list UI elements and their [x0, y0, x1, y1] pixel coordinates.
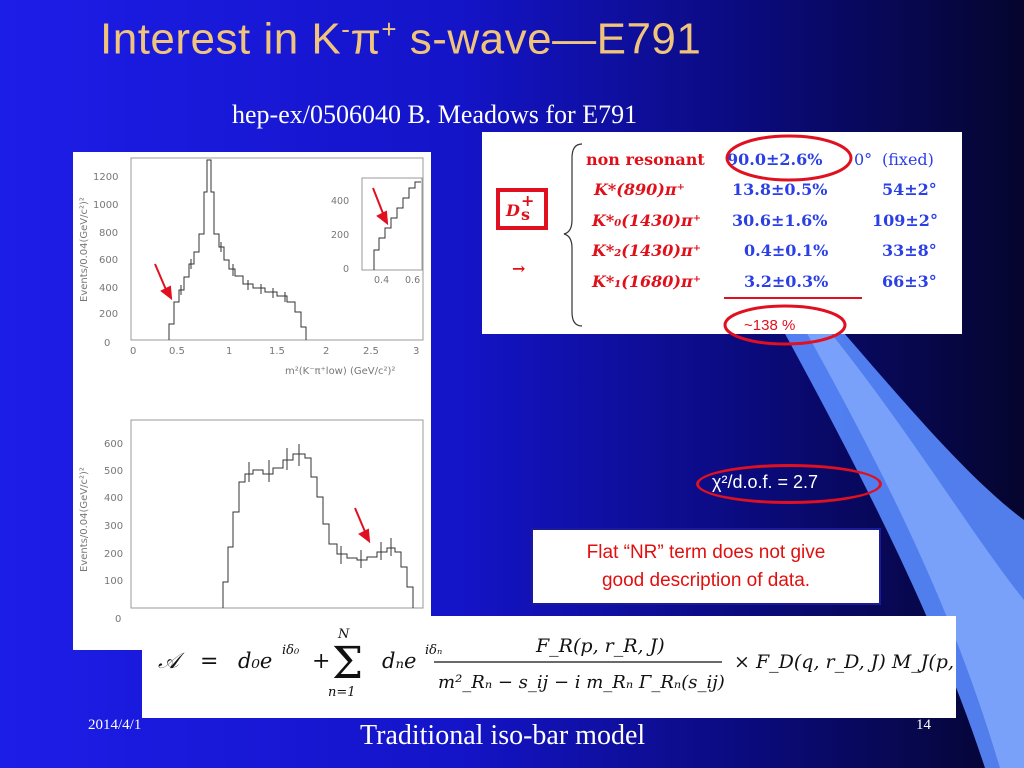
- note-line-1: Flat “NR” term does not give: [586, 542, 826, 563]
- top-y-tick: 1200: [93, 172, 118, 183]
- top-x-tick: 1.5: [269, 346, 285, 357]
- row-fraction: 0.4±0.1%: [744, 241, 828, 260]
- meson-label: D: [505, 201, 520, 220]
- arrow-annotation: [154, 187, 389, 301]
- top-y-tick: 1000: [93, 200, 118, 211]
- row-name: K*₁(1680)π⁺: [591, 272, 701, 291]
- row-fraction: 13.8±0.5%: [732, 180, 827, 199]
- formula-numerator: F_R(p, r_R, J): [535, 635, 665, 657]
- inset-y-tick: 200: [331, 230, 349, 241]
- inset-y-tick: 400: [331, 196, 349, 207]
- sum-label: ~138 %: [744, 317, 795, 334]
- formula-denominator: m²_Rₙ − s_ij − i m_Rₙ Γ_Rₙ(s_ij): [438, 672, 725, 693]
- row-name: K*(890)π⁺: [593, 180, 685, 199]
- inset-y-tick: 0: [343, 264, 349, 275]
- top-histogram-curve: [168, 159, 307, 340]
- note-line-2: good description of data.: [601, 570, 811, 591]
- bottom-y-tick: 500: [104, 466, 123, 477]
- formula-eq: =: [200, 649, 218, 674]
- inset-x-tick: 0.6: [405, 275, 420, 286]
- chi2-value: χ²/d.o.f. = 2.7: [712, 472, 819, 492]
- top-y-label: Events/0.04(GeV/c²)²: [79, 197, 90, 302]
- formula-amp: 𝒜: [158, 649, 185, 674]
- row-fraction: 3.2±0.3%: [744, 272, 828, 291]
- inset-x-tick: 0.4: [374, 275, 389, 286]
- row-fraction: 30.6±1.6%: [732, 211, 827, 230]
- formula-dn: dₙe: [382, 649, 416, 673]
- top-x-tick: 1: [226, 346, 232, 357]
- bottom-y-tick: 400: [104, 493, 123, 504]
- highlight-sum-oval: [723, 304, 847, 346]
- formula-tail: × F_D(q, r_D, J) M_J(p, q): [734, 651, 956, 673]
- top-y-tick: 400: [99, 283, 118, 294]
- row-phase: 54±2°: [882, 180, 937, 199]
- note-box: Flat “NR” term does not give good descri…: [531, 528, 881, 605]
- row-phase: 66±3°: [882, 272, 937, 291]
- meson-sup: +: [521, 191, 534, 210]
- bottom-histogram-curve: [222, 453, 414, 608]
- row-phase: 109±2°: [872, 211, 938, 230]
- row-name: K*₀(1430)π⁺: [591, 211, 701, 230]
- fit-results-table: D s + → non resonant 90.0±2.6% 0° (fixed…: [482, 132, 962, 334]
- highlight-chi2-oval: [696, 464, 882, 504]
- bottom-y-tick: 200: [104, 549, 123, 560]
- amplitude-formula: 𝒜 = d₀e iδ₀ + Σ N n=1 dₙe iδₙ F_R(p, r_R…: [142, 616, 980, 718]
- formula-plus: +: [312, 649, 330, 674]
- top-y-tick: 0: [104, 338, 110, 349]
- formula-sum-upper: N: [337, 627, 350, 642]
- top-x-tick: 3: [413, 346, 419, 357]
- row-fraction: 90.0±2.6%: [727, 150, 822, 169]
- footer-caption: Traditional iso-bar model: [360, 720, 646, 751]
- row-phase: 33±8°: [882, 241, 937, 260]
- bottom-y-label: Events/0.04(GeV/c²)²: [79, 467, 90, 572]
- top-x-label: m²(K⁻π⁺low) (GeV/c²)²: [285, 366, 395, 377]
- page-number: 14: [916, 717, 931, 733]
- bottom-y-tick: 300: [104, 521, 123, 532]
- bottom-y-tick: 100: [104, 576, 123, 587]
- top-x-tick: 2: [323, 346, 329, 357]
- page-subtitle: hep-ex/0506040 B. Meadows for E791: [232, 100, 638, 129]
- formula-d0: d₀e: [238, 649, 272, 673]
- formula-sum-lower: n=1: [328, 685, 356, 700]
- row-note: (fixed): [882, 150, 934, 169]
- arrow-annotation: [354, 507, 371, 544]
- formula-sum: Σ: [332, 638, 363, 689]
- footer-date: 2014/4/1: [88, 717, 142, 733]
- formula-d0-exp: iδ₀: [282, 643, 300, 658]
- histograms: Events/0.04(GeV/c²)² 0 200 400 600 800 1…: [79, 157, 424, 625]
- row-name: K*₂(1430)π⁺: [591, 241, 701, 260]
- bottom-y-tick: 0: [115, 614, 121, 625]
- decay-arrow: →: [512, 259, 525, 278]
- highlight-nr-oval: [725, 134, 853, 182]
- top-x-tick: 0: [130, 346, 136, 357]
- page-title: Interest in K-π+ s-wave—E791: [100, 14, 702, 64]
- bottom-y-tick: 600: [104, 439, 123, 450]
- top-y-tick: 600: [99, 255, 118, 266]
- top-x-tick: 0.5: [169, 346, 185, 357]
- meson-sub: s: [521, 205, 530, 224]
- inset-histogram-curve: [373, 181, 421, 270]
- top-x-tick: 2.5: [363, 346, 379, 357]
- top-y-tick: 800: [99, 228, 118, 239]
- histogram-panel: Events/0.04(GeV/c²)² 0 200 400 600 800 1…: [73, 152, 431, 650]
- row-phase: 0°: [854, 150, 872, 169]
- formula-dn-exp: iδₙ: [425, 643, 442, 658]
- top-y-tick: 200: [99, 309, 118, 320]
- row-name: non resonant: [586, 150, 705, 169]
